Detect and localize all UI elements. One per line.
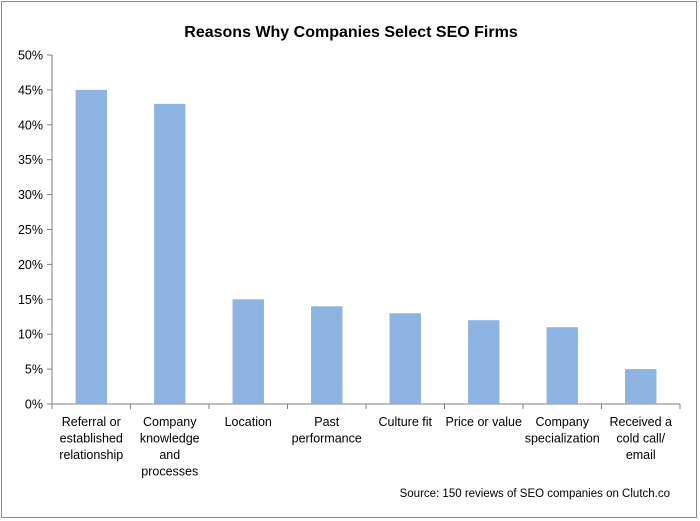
chart-title: Reasons Why Companies Select SEO Firms — [184, 24, 518, 41]
y-tick-label: 50% — [18, 49, 43, 63]
bars — [75, 89, 657, 405]
bar — [546, 327, 578, 404]
source-note: Source: 150 reviews of SEO companies on … — [400, 488, 670, 500]
y-tick-label: 20% — [18, 258, 43, 272]
bar — [625, 369, 657, 404]
y-tick-label: 45% — [18, 83, 43, 97]
x-category-label: Culture fit — [379, 415, 433, 429]
x-category-label: Received a cold call/email — [609, 415, 672, 462]
y-tick-label: 25% — [18, 223, 43, 237]
y-axis: 0% 5% 10% 15% 20% 25% 30% 35% 40% 45% 50% — [18, 49, 53, 412]
x-category-label: Company knowledge and processes — [140, 415, 200, 479]
x-category-label: Referral or established relationship — [59, 415, 123, 462]
bar — [154, 103, 186, 405]
category-labels: Referral or established relationship Compan… — [59, 415, 672, 479]
y-tick-label: 0% — [25, 398, 43, 412]
x-category-label: Past performance — [292, 415, 362, 446]
bar — [311, 306, 343, 404]
bar — [389, 313, 421, 404]
y-tick-label: 5% — [25, 363, 43, 377]
x-category-label: Location — [225, 415, 272, 429]
x-category-label: Company specialization — [525, 415, 600, 446]
bar — [468, 320, 500, 404]
y-tick-label: 35% — [18, 153, 43, 167]
bar — [232, 299, 264, 404]
x-category-label: Price or value — [446, 415, 522, 429]
y-tick-label: 30% — [18, 188, 43, 202]
y-tick-label: 40% — [18, 118, 43, 132]
bar — [75, 89, 107, 405]
y-tick-label: 10% — [18, 328, 43, 342]
y-tick-label: 15% — [18, 293, 43, 307]
x-axis — [51, 403, 681, 409]
